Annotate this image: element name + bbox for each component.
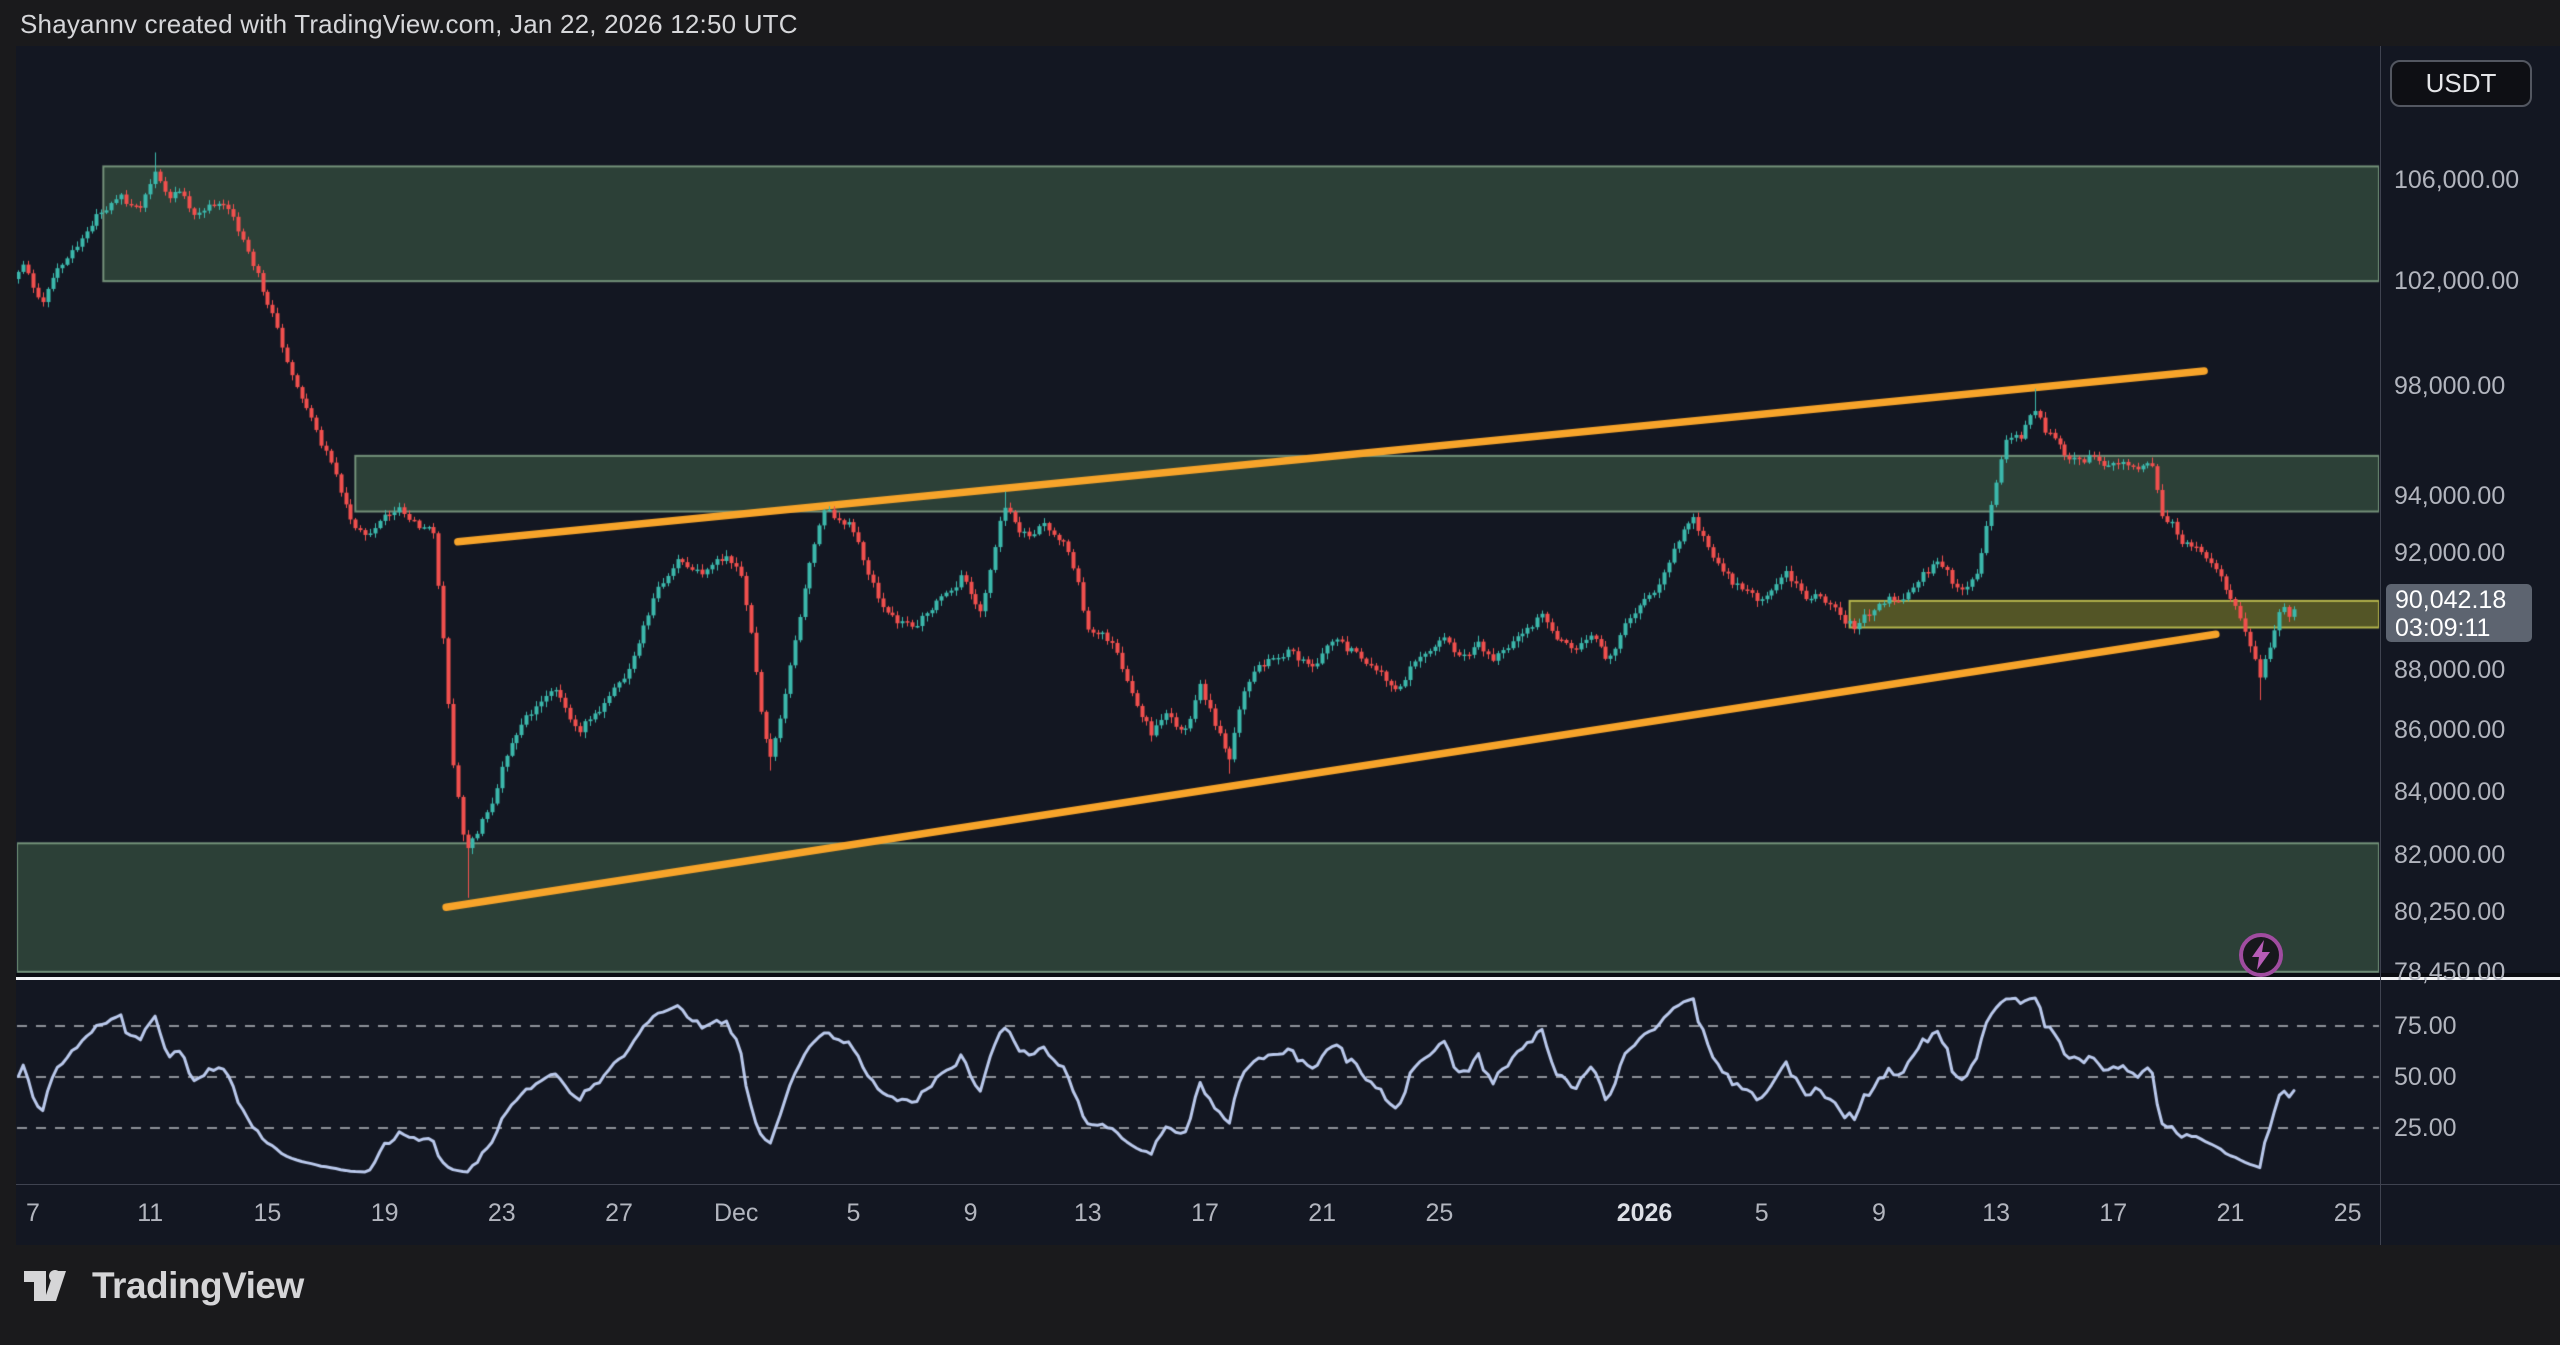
tradingview-logo[interactable]: TradingView	[22, 1261, 304, 1311]
tradingview-logo-text: TradingView	[92, 1265, 304, 1306]
quote-currency-button[interactable]: USDT	[2390, 60, 2532, 107]
time-axis-label: 2026	[1616, 1199, 1673, 1227]
time-axis-label: 11	[137, 1199, 164, 1227]
lightning-icon	[2252, 940, 2270, 970]
time-axis-label: 15	[253, 1199, 282, 1227]
rsi-axis-label: 50.00	[2394, 1063, 2457, 1091]
price-axis-label: 82,000.00	[2394, 841, 2506, 870]
time-axis-label: 5	[1754, 1199, 1769, 1227]
time-axis-label: 7	[26, 1199, 40, 1227]
time-axis-label: 21	[1308, 1199, 1337, 1227]
time-axis-label: 13	[1982, 1199, 2010, 1227]
candle-countdown: 03:09:11	[2395, 614, 2491, 642]
pane-separator-shadow	[16, 973, 2560, 977]
time-axis-border	[16, 1184, 2560, 1185]
time-axis-label: 19	[370, 1199, 399, 1227]
time-axis-label: 13	[1073, 1199, 1102, 1227]
price-axis-label: 84,000.00	[2394, 778, 2506, 807]
price-axis-border	[2380, 46, 2381, 1245]
last-price-value: 90,042.18	[2395, 586, 2507, 614]
rsi-axis-label: 25.00	[2394, 1114, 2457, 1142]
price-axis-label: 88,000.00	[2394, 655, 2506, 684]
time-axis-label: Dec	[713, 1199, 759, 1227]
price-axis-label: 98,000.00	[2394, 372, 2506, 401]
time-axis-label: 23	[487, 1199, 516, 1227]
time-axis-label: 17	[2099, 1199, 2128, 1227]
price-axis-label: 92,000.00	[2394, 538, 2506, 567]
boost-badge[interactable]	[2239, 933, 2283, 977]
tradingview-mark-icon	[24, 1270, 66, 1301]
last-price-tag: 90,042.18 03:09:11	[2386, 584, 2532, 642]
time-axis-label: 17	[1191, 1199, 1219, 1227]
price-axis-label: 94,000.00	[2394, 482, 2506, 511]
time-axis-label: 27	[605, 1199, 633, 1227]
time-axis-label: 21	[2216, 1199, 2245, 1227]
price-axis-label: 78,450.00	[2394, 957, 2506, 986]
time-axis-label: 5	[846, 1199, 861, 1227]
price-axis-label: 80,250.00	[2394, 898, 2506, 927]
time-axis-label: 25	[1425, 1199, 1454, 1227]
price-axis-label: 106,000.00	[2394, 166, 2520, 194]
price-axis-label: 102,000.00	[2394, 267, 2520, 296]
pane-separator[interactable]	[16, 977, 2560, 980]
price-axis-label: 86,000.00	[2394, 716, 2506, 745]
time-axis-label: 9	[1871, 1199, 1886, 1227]
footer-bar: TradingView	[0, 1245, 2560, 1345]
time-axis-label: 9	[963, 1199, 978, 1227]
rsi-axis-label: 75.00	[2394, 1012, 2457, 1040]
time-axis-label: 25	[2333, 1199, 2362, 1227]
